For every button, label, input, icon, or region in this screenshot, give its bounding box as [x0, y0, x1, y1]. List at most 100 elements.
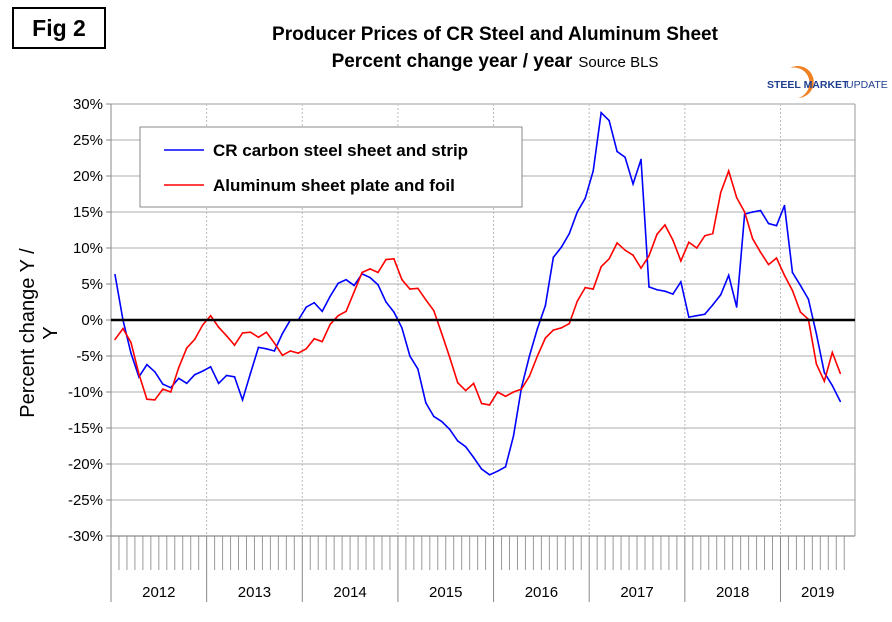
data-point [297, 352, 300, 354]
chart-title: Producer Prices of CR Steel and Aluminum… [272, 24, 718, 45]
svg-text:UPDATE: UPDATE [846, 79, 888, 91]
data-point [233, 376, 236, 378]
data-point [273, 350, 276, 352]
data-point [815, 363, 818, 365]
data-point [536, 327, 539, 330]
data-point [783, 204, 786, 207]
data-point [257, 336, 260, 339]
data-point [433, 415, 435, 418]
y-tick-label: 15% [73, 204, 103, 221]
data-point [696, 247, 698, 249]
data-point [377, 271, 379, 274]
data-point [504, 395, 507, 398]
data-point [456, 381, 459, 384]
data-point [265, 331, 268, 334]
data-point [154, 371, 156, 373]
data-point [241, 332, 244, 334]
data-point [217, 382, 220, 385]
data-point [393, 311, 395, 313]
data-point [624, 249, 626, 251]
data-point [839, 372, 842, 375]
x-tick-label: 2015 [429, 584, 462, 601]
data-point [130, 352, 132, 354]
data-point [831, 384, 834, 387]
data-point [592, 288, 594, 290]
data-point [122, 327, 124, 330]
data-point [823, 371, 826, 374]
data-point [719, 294, 722, 296]
data-point [799, 284, 802, 287]
data-point [209, 314, 212, 317]
data-point [496, 391, 499, 393]
data-point [281, 354, 284, 357]
data-point [146, 363, 148, 366]
data-point [696, 314, 698, 317]
data-point [361, 271, 363, 274]
data-point [201, 370, 204, 372]
y-tick-label: 0% [81, 312, 103, 329]
data-point [791, 289, 794, 292]
data-point [592, 170, 594, 172]
data-point [225, 335, 228, 337]
data-point [648, 255, 650, 257]
data-point [425, 402, 427, 404]
data-point [807, 298, 810, 300]
subtitle-text: Percent change year / year [331, 51, 573, 72]
y-tick-label: 30% [73, 96, 103, 113]
series-line [114, 168, 842, 406]
data-point [775, 224, 778, 227]
y-axis-label: Percent change Y / Y [17, 248, 62, 418]
data-point [313, 301, 316, 304]
data-point [703, 234, 706, 237]
data-point [640, 158, 642, 161]
data-point [353, 284, 355, 287]
y-tick-label: -20% [68, 456, 103, 473]
data-point [193, 373, 196, 376]
data-point [456, 440, 459, 442]
data-point [711, 304, 714, 306]
data-point [472, 382, 475, 385]
data-point [409, 288, 411, 290]
data-point [799, 311, 802, 313]
data-point [488, 474, 491, 476]
data-point [576, 211, 579, 213]
data-point [154, 399, 156, 401]
data-point [249, 372, 252, 375]
data-point [329, 295, 331, 298]
data-point [417, 368, 419, 370]
x-tick-label: 2018 [716, 584, 749, 601]
data-point [544, 337, 547, 339]
steel-market-update-logo: STEEL MARKET UPDATE [767, 66, 888, 98]
data-point [711, 232, 714, 235]
data-point [727, 170, 730, 172]
data-point [233, 344, 236, 347]
data-point [632, 183, 634, 185]
data-point [265, 348, 268, 350]
data-point [751, 211, 754, 213]
data-point [640, 267, 642, 269]
y-tick-label: -5% [76, 348, 103, 365]
data-point [185, 347, 188, 349]
data-point [217, 326, 220, 329]
data-point [560, 246, 563, 249]
data-point [751, 237, 754, 240]
y-tick-label: -10% [68, 384, 103, 401]
x-tick-label: 2016 [525, 584, 558, 601]
data-point [536, 355, 539, 357]
data-point [257, 346, 260, 349]
data-point [791, 271, 794, 274]
legend: CR carbon steel sheet and strip Aluminum … [139, 126, 523, 208]
data-point [496, 470, 499, 473]
x-tick-label: 2019 [801, 584, 834, 601]
data-point [401, 327, 403, 329]
data-point [329, 323, 331, 326]
data-point [425, 299, 427, 301]
data-point [504, 466, 507, 468]
data-point [759, 251, 762, 254]
data-point [688, 316, 690, 318]
data-point [337, 282, 339, 285]
data-point [608, 258, 610, 260]
data-point [417, 287, 419, 290]
logo-arc [790, 66, 814, 98]
data-point [767, 263, 770, 266]
